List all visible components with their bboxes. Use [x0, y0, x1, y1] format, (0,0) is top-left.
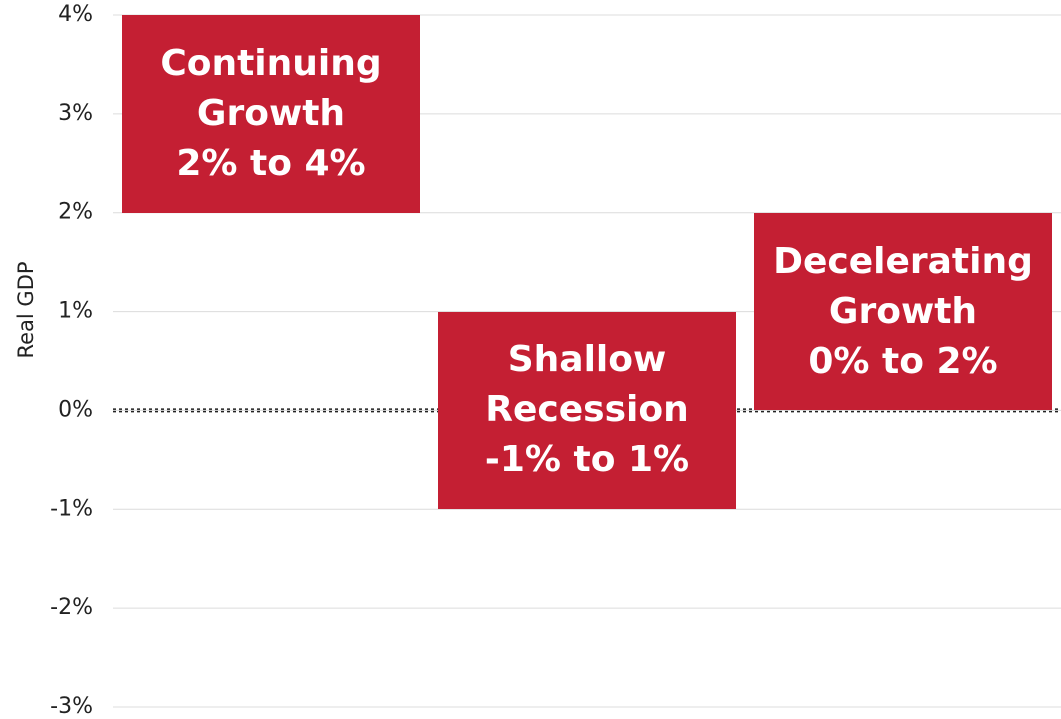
y-tick-label: 1%: [58, 299, 93, 324]
y-tick-label: -1%: [50, 496, 93, 521]
bar-category-label: Decelerating Growth: [773, 240, 1033, 332]
range-bar: Continuing Growth 2% to 4%: [122, 15, 420, 213]
bar-category-label: Continuing Growth: [160, 42, 382, 134]
bar-value-label: 0% to 2%: [808, 340, 998, 382]
y-tick-label: -3%: [50, 694, 93, 719]
y-tick-label: 3%: [58, 101, 93, 126]
bar-category-label: Shallow Recession: [485, 339, 689, 431]
range-bar: Shallow Recession -1% to 1%: [438, 311, 736, 510]
y-tick-label: 2%: [58, 200, 93, 225]
y-tick-label: 0%: [58, 397, 93, 422]
y-tick-label: -2%: [50, 595, 93, 620]
bar-value-label: 2% to 4%: [176, 142, 366, 184]
y-tick-label: 4%: [58, 2, 93, 27]
y-axis-label: Real GDP: [14, 261, 38, 358]
bar-value-label: -1% to 1%: [484, 439, 690, 481]
range-bar: Decelerating Growth 0% to 2%: [754, 212, 1052, 411]
